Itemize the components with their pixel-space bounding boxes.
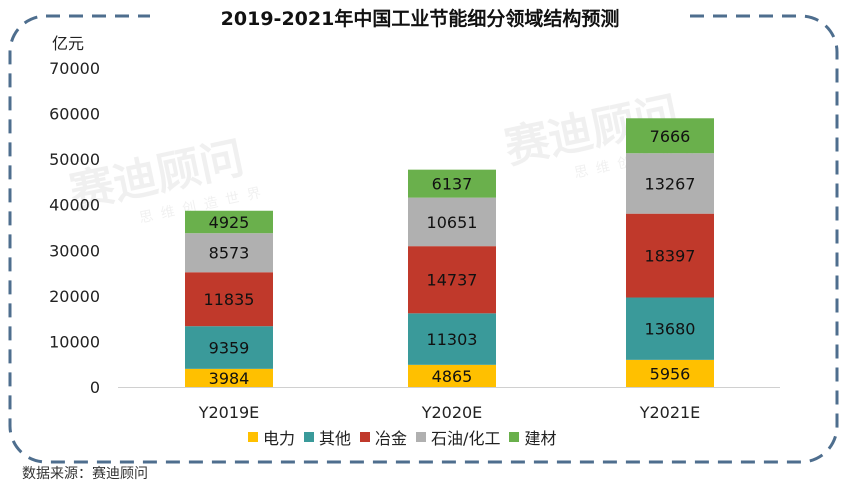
bar-segment <box>185 368 273 387</box>
data-label: 11835 <box>204 290 255 309</box>
bar-segment <box>626 213 714 298</box>
bar-segment <box>185 233 273 273</box>
legend-item: 冶金 <box>360 425 407 449</box>
data-label: 3984 <box>209 369 250 388</box>
y-tick-label: 70000 <box>49 59 100 78</box>
legend-label: 冶金 <box>375 429 408 448</box>
data-source-note: 数据来源：赛迪顾问 <box>22 466 148 482</box>
bar-segment <box>185 210 273 234</box>
data-label: 8573 <box>209 244 250 263</box>
legend-item: 石油/化工 <box>416 425 500 449</box>
chart-title: 2019-2021年中国工业节能细分领域结构预测 <box>150 6 690 32</box>
data-label: 13267 <box>645 174 696 193</box>
y-tick-label: 20000 <box>49 287 100 306</box>
legend-swatch <box>416 432 427 442</box>
x-tick-label: Y2020E <box>421 403 483 422</box>
legend-label: 石油/化工 <box>431 429 501 448</box>
chart-legend: 电力 其他 冶金 石油/化工 建材 <box>248 426 565 448</box>
bar-segment <box>408 246 496 314</box>
y-tick-label: 50000 <box>49 150 100 169</box>
data-label: 5956 <box>650 364 691 383</box>
legend-item: 电力 <box>248 425 295 449</box>
legend-swatch <box>304 432 315 442</box>
legend-label: 电力 <box>263 429 296 448</box>
data-label: 18397 <box>645 247 696 266</box>
y-tick-label: 0 <box>90 378 100 397</box>
x-tick-label: Y2019E <box>198 403 260 422</box>
y-tick-label: 60000 <box>49 105 100 124</box>
bar-segment <box>185 326 273 369</box>
legend-item: 其他 <box>304 425 351 449</box>
legend-swatch <box>360 432 371 442</box>
bar-segment <box>408 364 496 387</box>
y-tick-label: 10000 <box>49 332 100 351</box>
legend-label: 其他 <box>319 429 352 448</box>
y-tick-label: 30000 <box>49 241 100 260</box>
data-label: 13680 <box>645 320 696 339</box>
data-label: 4925 <box>209 213 250 232</box>
data-label: 9359 <box>209 339 250 358</box>
bar-segment <box>626 153 714 214</box>
bar-segment <box>408 313 496 365</box>
data-label: 4865 <box>432 367 473 386</box>
bar-segment <box>626 297 714 360</box>
y-axis-unit-label: 亿元 <box>52 34 85 53</box>
legend-swatch <box>509 432 520 442</box>
bar-segment <box>408 169 496 198</box>
legend-item: 建材 <box>509 425 556 449</box>
legend-swatch <box>248 432 258 442</box>
x-tick-label: Y2021E <box>639 403 701 422</box>
bar-segment <box>626 359 714 387</box>
bar-segment <box>408 197 496 247</box>
legend-label: 建材 <box>524 429 557 448</box>
y-tick-label: 40000 <box>49 196 100 215</box>
data-label: 7666 <box>650 127 691 146</box>
data-label: 14737 <box>427 271 478 290</box>
bar-segment <box>626 118 714 154</box>
bar-segment <box>185 272 273 327</box>
data-label: 6137 <box>432 175 473 194</box>
data-label: 11303 <box>427 330 478 349</box>
data-label: 10651 <box>427 213 478 232</box>
